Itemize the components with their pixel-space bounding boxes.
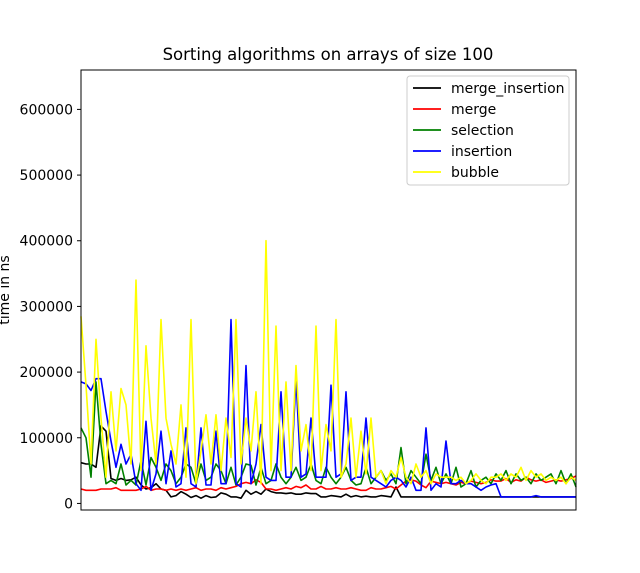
series-line-selection xyxy=(80,381,577,488)
y-axis-label: time in ns xyxy=(0,255,13,324)
plot-lines xyxy=(80,239,577,500)
y-tick-label: 0 xyxy=(64,496,73,512)
y-axis: 0 100000 200000 300000 400000 500000 600000 xyxy=(20,102,81,512)
legend-label-merge: merge xyxy=(451,102,496,118)
chart-title: Sorting algorithms on arrays of size 100 xyxy=(163,45,494,64)
legend-box xyxy=(406,75,570,186)
plot-area-frame xyxy=(80,69,577,511)
legend-label-merge-insertion: merge_insertion xyxy=(451,81,565,97)
y-tick-label: 500000 xyxy=(20,168,73,184)
series-line-bubble xyxy=(80,239,577,485)
y-tick-label: 100000 xyxy=(20,431,73,447)
y-tick-label: 600000 xyxy=(20,102,73,118)
legend-label-selection: selection xyxy=(451,123,514,139)
series-line-insertion xyxy=(80,318,576,498)
y-tick-label: 200000 xyxy=(20,365,73,381)
y-tick-label: 400000 xyxy=(20,234,73,250)
legend-label-insertion: insertion xyxy=(451,144,512,160)
y-tick-label: 300000 xyxy=(20,299,73,315)
legend-label-bubble: bubble xyxy=(451,165,499,181)
